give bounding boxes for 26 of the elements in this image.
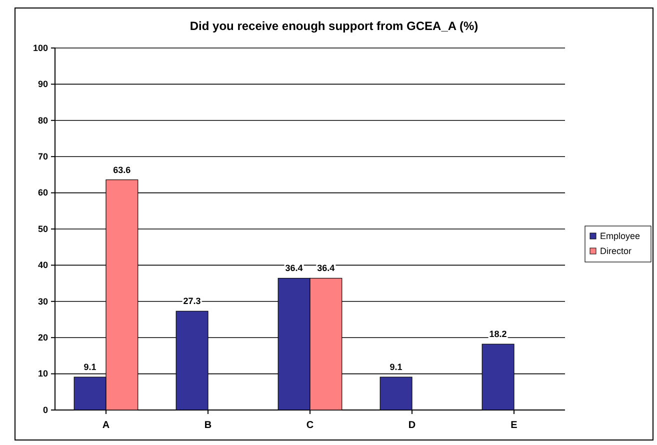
chart-title: Did you receive enough support from GCEA_A (%)	[190, 19, 478, 33]
y-tick-label: 10	[38, 368, 48, 379]
data-label: 27.3	[183, 296, 201, 306]
y-tick-label: 40	[38, 260, 48, 270]
y-tick-label: 0	[42, 404, 48, 415]
data-label: 63.6	[113, 164, 131, 175]
y-tick-label: 80	[38, 115, 48, 126]
legend-label: Director	[600, 246, 632, 256]
x-tick-label: C	[306, 420, 314, 431]
y-tick-label: 70	[38, 151, 48, 162]
data-label: 36.4	[317, 263, 335, 274]
y-tick-label: 60	[38, 188, 48, 198]
y-tick-label: 30	[38, 296, 48, 306]
legend-label: Employee	[600, 231, 640, 241]
x-tick-label: A	[102, 420, 110, 431]
y-tick-label: 90	[38, 79, 48, 90]
x-tick-label: B	[204, 420, 212, 431]
x-tick-label: E	[510, 420, 518, 431]
data-label: 18.2	[489, 329, 507, 340]
y-tick-label: 20	[38, 332, 48, 342]
data-label: 9.1	[390, 362, 402, 372]
data-label: 9.1	[84, 362, 96, 372]
y-tick-label: 50	[38, 224, 48, 234]
y-tick-label: 100	[32, 42, 48, 53]
x-tick-label: D	[408, 420, 416, 431]
data-label: 36.4	[285, 263, 303, 274]
